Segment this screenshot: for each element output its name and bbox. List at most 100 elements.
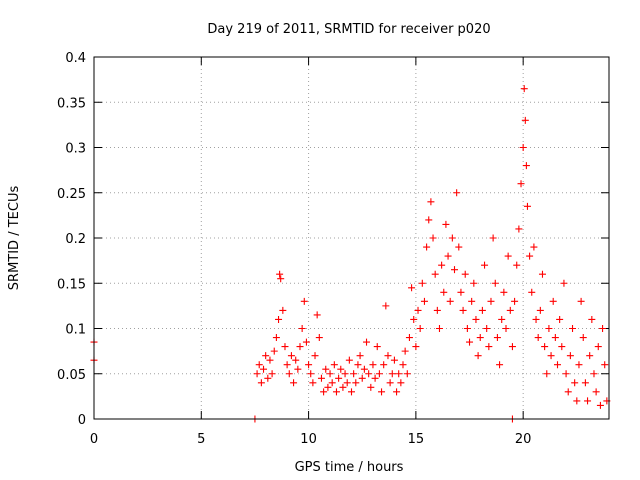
data-point: [562, 370, 570, 378]
data-point: [281, 343, 289, 351]
data-point: [521, 116, 529, 124]
data-point: [343, 379, 351, 387]
data-point: [588, 315, 596, 323]
data-point: [508, 343, 516, 351]
data-point: [276, 270, 284, 278]
data-point: [474, 352, 482, 360]
data-point: [513, 261, 521, 269]
data-point: [332, 388, 340, 396]
data-point: [451, 266, 458, 274]
data-point: [317, 374, 325, 382]
data-point: [566, 352, 574, 360]
data-point: [534, 334, 542, 342]
data-point: [309, 379, 317, 387]
data-point: [551, 334, 559, 342]
data-point: [264, 374, 272, 382]
data-point: [390, 356, 398, 364]
data-point: [360, 365, 368, 373]
data-point: [418, 279, 426, 287]
data-point: [511, 297, 519, 305]
data-point: [522, 162, 530, 170]
data-point: [401, 347, 409, 355]
data-point: [255, 361, 263, 369]
data-point: [429, 234, 437, 242]
y-tick-label: 0.25: [57, 187, 86, 202]
data-point: [489, 234, 497, 242]
data-point: [257, 379, 265, 387]
data-point: [339, 383, 347, 391]
data-point: [290, 379, 298, 387]
y-tick-label: 0.05: [57, 368, 86, 383]
data-point: [279, 306, 287, 314]
data-point: [523, 202, 531, 210]
data-point: [530, 243, 538, 251]
data-point: [459, 306, 467, 314]
data-point: [601, 361, 609, 369]
y-tick-label: 0.2: [65, 232, 86, 247]
data-point: [378, 388, 386, 396]
plot-frame: [93, 56, 610, 420]
data-point: [294, 365, 302, 373]
data-point: [337, 365, 345, 373]
data-point: [416, 325, 424, 332]
data-point: [315, 334, 323, 342]
data-point: [476, 334, 484, 342]
data-point: [363, 338, 371, 346]
x-tick-label: 10: [300, 432, 317, 447]
data-point: [596, 401, 604, 409]
data-point: [272, 334, 280, 342]
data-point: [365, 370, 373, 378]
data-point: [590, 370, 598, 378]
data-point: [586, 352, 594, 360]
data-point: [581, 379, 589, 387]
data-point: [440, 288, 448, 296]
data-point: [283, 361, 291, 369]
data-point: [491, 279, 499, 287]
data-point: [305, 361, 313, 369]
data-point: [506, 306, 514, 314]
data-point: [393, 388, 401, 396]
data-point: [472, 315, 480, 323]
data-point: [560, 279, 568, 287]
data-point: [466, 338, 474, 346]
data-point: [348, 388, 355, 396]
data-point: [435, 325, 443, 332]
data-point: [375, 370, 383, 378]
y-tick-label: 0.35: [57, 96, 86, 111]
data-point: [373, 343, 381, 351]
data-point: [545, 325, 553, 332]
data-point: [268, 370, 276, 378]
data-point: [425, 216, 433, 224]
data-point: [433, 306, 441, 314]
x-tick-label: 15: [408, 432, 425, 447]
data-point: [599, 325, 607, 332]
data-point: [307, 370, 315, 378]
data-point: [352, 379, 360, 387]
data-point: [335, 374, 343, 382]
data-point: [526, 252, 534, 260]
data-point: [324, 383, 332, 391]
data-point: [461, 270, 469, 278]
data-point: [345, 356, 353, 364]
data-point: [448, 234, 456, 242]
data-point: [538, 270, 546, 278]
data-point: [403, 370, 411, 378]
y-tick-label: 0.1: [65, 323, 86, 338]
data-point: [354, 361, 362, 369]
data-point: [388, 370, 396, 378]
data-point: [313, 311, 321, 319]
data-point: [384, 352, 392, 360]
data-point: [549, 297, 557, 305]
data-point: [515, 225, 523, 233]
data-point: [285, 370, 293, 378]
data-point: [470, 279, 478, 287]
y-tick-label: 0.4: [65, 51, 86, 66]
data-point: [487, 297, 495, 305]
data-point: [427, 198, 435, 206]
data-point: [547, 352, 555, 360]
data-point: [442, 220, 450, 228]
data-point: [302, 338, 310, 346]
data-point: [444, 252, 452, 260]
data-point: [517, 180, 525, 188]
